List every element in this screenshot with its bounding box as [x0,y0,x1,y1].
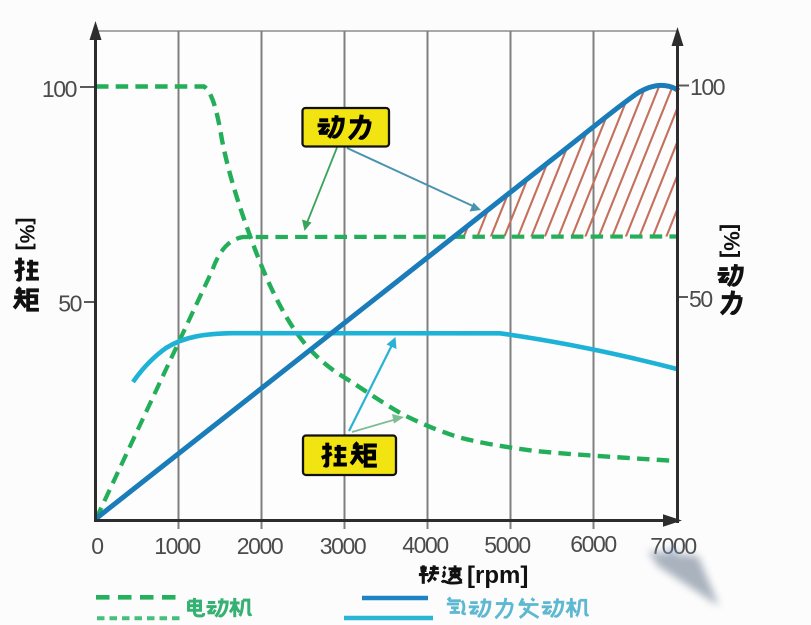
svg-text:5000: 5000 [484,532,530,558]
svg-text:3000: 3000 [320,533,366,559]
svg-text:[%]: [%] [15,218,38,251]
svg-text:[%]: [%] [719,224,744,258]
svg-text:2000: 2000 [237,533,283,559]
svg-text:1000: 1000 [154,533,200,559]
svg-text:100: 100 [690,74,725,100]
svg-text:50: 50 [689,286,712,312]
svg-text:0: 0 [91,533,103,559]
svg-text:[rpm]: [rpm] [467,562,528,589]
svg-text:50: 50 [58,291,81,317]
svg-text:4000: 4000 [402,532,448,558]
svg-text:6000: 6000 [570,531,616,557]
svg-text:100: 100 [42,76,77,102]
